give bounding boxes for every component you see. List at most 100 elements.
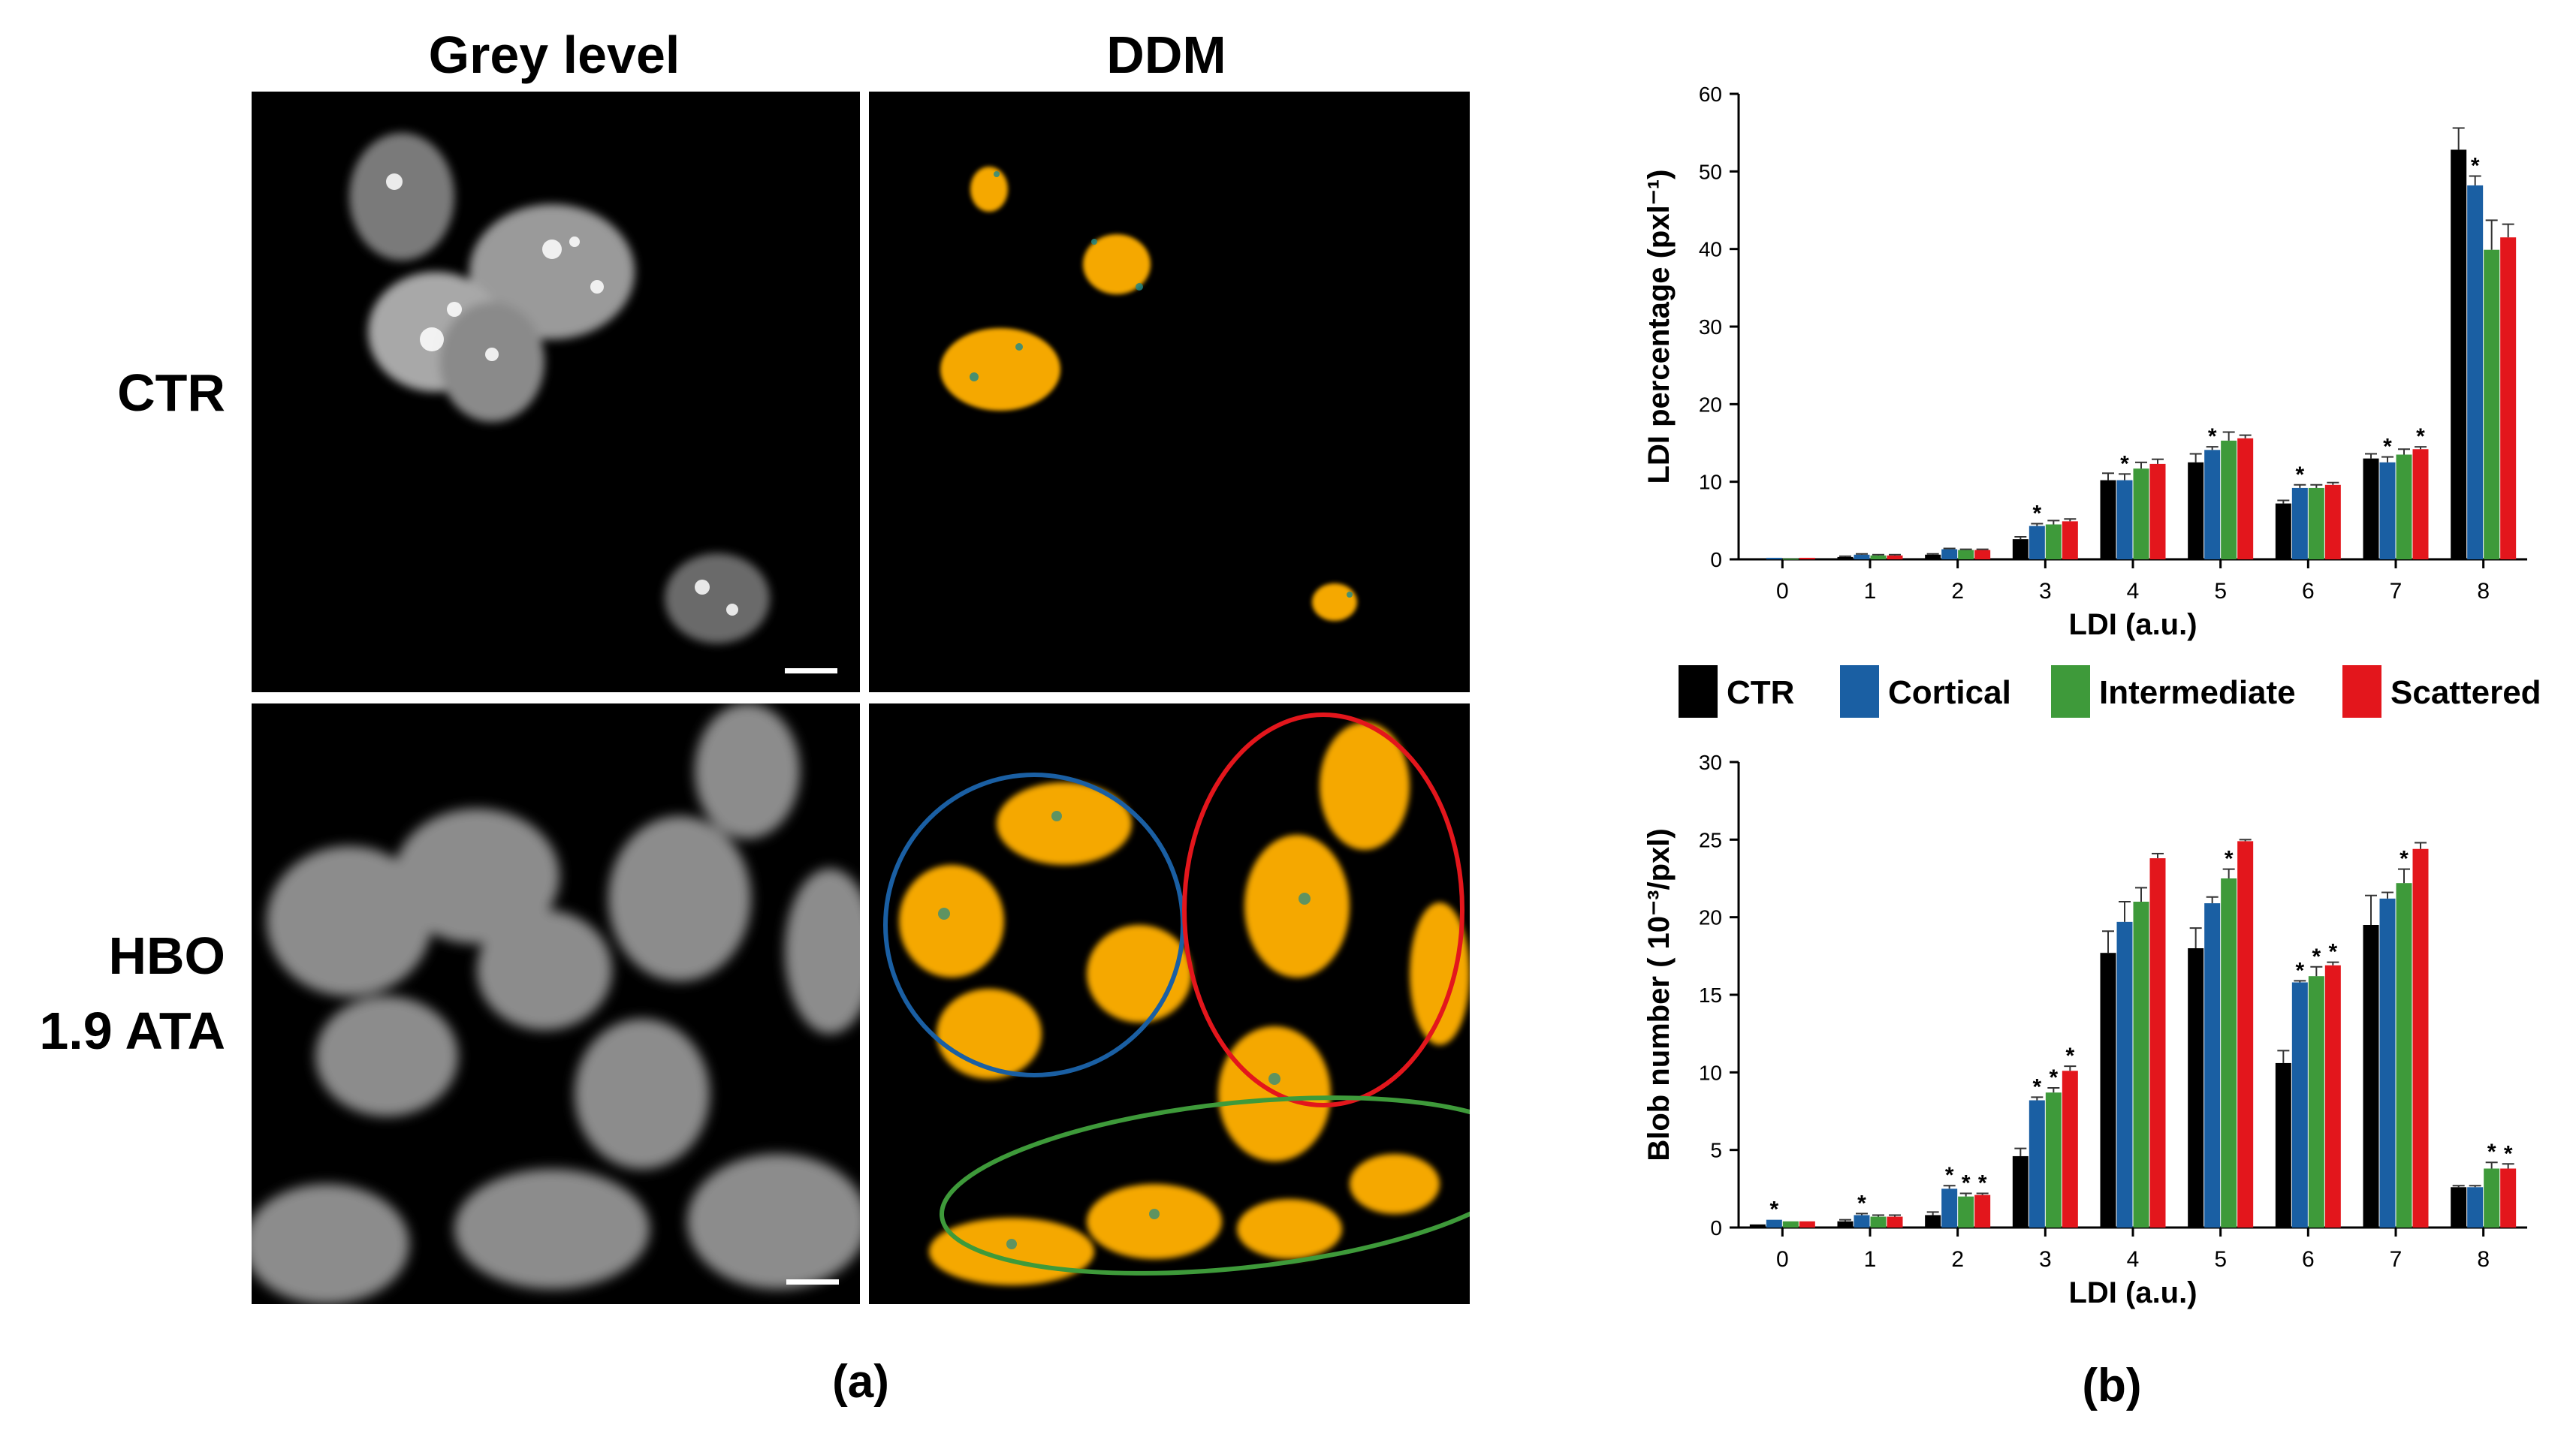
error-bar-ctr-7 (2365, 453, 2377, 459)
error-bar-intermediate-1 (1872, 553, 1884, 556)
column-title-ddm: DDM (1106, 26, 1226, 84)
significance-star: * (2065, 1044, 2074, 1068)
row-label-hbo: HBO (108, 926, 225, 985)
bar-ctr-5 (2188, 948, 2204, 1228)
error-bar-scattered-4 (2152, 852, 2164, 859)
bar-cortical-2 (1941, 1188, 1958, 1228)
bar-scattered-6 (2324, 965, 2341, 1228)
bar-cortical-8 (2467, 1187, 2484, 1228)
y-tick-label: 15 (1699, 984, 1722, 1007)
significance-star: * (1945, 1163, 1954, 1188)
y-tick-label: 10 (1699, 471, 1722, 494)
error-bar-cortical-3 (2031, 1096, 2044, 1101)
bar-intermediate-5 (2221, 440, 2237, 559)
significance-star: * (2471, 154, 2480, 179)
error-bar-intermediate-8 (2485, 219, 2498, 250)
bar-intermediate-8 (2484, 1168, 2500, 1228)
error-bar-intermediate-7 (2398, 868, 2410, 884)
error-bar-scattered-8 (2502, 1163, 2514, 1169)
bar-scattered-7 (2412, 449, 2429, 559)
scale-bar (786, 1279, 839, 1285)
significance-star: * (2400, 847, 2409, 872)
error-bar-cortical-8 (2469, 175, 2481, 185)
error-bar-intermediate-7 (2398, 448, 2410, 455)
error-bar-scattered-1 (1889, 553, 1901, 556)
x-tick-label: 6 (2302, 579, 2315, 604)
error-bar-cortical-2 (1943, 547, 1956, 550)
error-bar-scattered-2 (1976, 1192, 1989, 1195)
micrograph-grey-hbo (252, 703, 860, 1304)
significance-star: * (2049, 1065, 2058, 1090)
error-bar-ctr-2 (1926, 553, 1939, 555)
bar-scattered-4 (2149, 858, 2166, 1228)
error-bar-ctr-8 (2452, 1185, 2465, 1188)
error-bar-ctr-3 (2014, 536, 2027, 540)
error-bar-intermediate-6 (2310, 966, 2323, 977)
error-bar-ctr-7 (2365, 894, 2377, 925)
bar-cortical-1 (1854, 554, 1870, 559)
error-bar-intermediate-3 (2047, 520, 2060, 525)
bar-scattered-5 (2237, 841, 2254, 1228)
bar-scattered-1 (1887, 555, 1903, 559)
bar-cortical-5 (2204, 450, 2221, 559)
y-tick-label: 0 (1710, 548, 1722, 571)
y-tick-label: 50 (1699, 160, 1722, 183)
x-tick-label: 0 (1776, 1247, 1789, 1272)
bar-intermediate-1 (1870, 555, 1887, 559)
error-bar-scattered-5 (2239, 839, 2252, 842)
bar-scattered-2 (1974, 550, 1991, 559)
y-tick-label: 25 (1699, 828, 1722, 851)
bar-intermediate-2 (1958, 550, 1974, 559)
bar-cortical-7 (2379, 898, 2396, 1228)
error-bar-cortical-1 (1856, 1213, 1868, 1216)
error-bar-scattered-7 (2415, 446, 2427, 450)
x-tick-label: 8 (2477, 1247, 2490, 1272)
significance-star: * (1962, 1171, 1971, 1196)
x-tick-label: 5 (2214, 579, 2227, 604)
error-bar-ctr-6 (2277, 1050, 2290, 1063)
x-tick-label: 2 (1951, 1247, 1964, 1272)
bar-ctr-6 (2275, 1062, 2291, 1228)
significance-star: * (1857, 1191, 1866, 1216)
bar-ctr-1 (1837, 1221, 1854, 1228)
legend-label-cortical: Cortical (1888, 674, 2011, 711)
x-tick-label: 4 (2127, 579, 2140, 604)
legend-swatch-scattered (2342, 665, 2381, 718)
x-tick-label: 6 (2302, 1247, 2315, 1272)
error-bar-ctr-5 (2189, 453, 2202, 462)
error-bar-ctr-2 (1926, 1211, 1939, 1216)
y-tick-label: 5 (1710, 1139, 1722, 1162)
significance-star: * (1769, 1198, 1778, 1222)
bar-ctr-4 (2100, 480, 2116, 559)
error-bar-intermediate-8 (2485, 1161, 2498, 1169)
error-bar-ctr-6 (2277, 499, 2290, 504)
x-tick-label: 0 (1776, 579, 1789, 604)
bar-intermediate-3 (2045, 1092, 2062, 1228)
significance-star: * (2208, 424, 2217, 449)
error-bar-scattered-8 (2502, 223, 2514, 238)
bar-intermediate-8 (2484, 249, 2500, 559)
y-tick-label: 10 (1699, 1061, 1722, 1084)
bar-cortical-4 (2116, 921, 2133, 1228)
bar-intermediate-4 (2133, 902, 2149, 1228)
x-tick-label: 2 (1951, 579, 1964, 604)
x-tick-label: 3 (2039, 1247, 2052, 1272)
bar-cortical-8 (2467, 185, 2484, 559)
bar-scattered-0 (1799, 1221, 1815, 1228)
bar-ctr-4 (2100, 953, 2116, 1228)
error-bar-ctr-5 (2189, 927, 2202, 948)
error-bar-scattered-4 (2152, 458, 2164, 464)
error-bar-intermediate-5 (2222, 431, 2235, 441)
significance-star: * (2328, 940, 2337, 965)
bar-ctr-1 (1837, 556, 1854, 559)
bar-ctr-8 (2451, 149, 2467, 559)
bar-scattered-4 (2149, 463, 2166, 559)
chart-blob-number: 0 5 10 15 20 25 30 0 1 2 3 4 5 6 7 8 * * * * * * * * * * * * * * * LDI … (1642, 751, 2527, 1309)
error-bar-cortical-6 (2294, 980, 2306, 983)
y-tick-label: 40 (1699, 238, 1722, 261)
bar-intermediate-1 (1870, 1216, 1887, 1228)
x-tick-label: 7 (2390, 579, 2403, 604)
error-bar-cortical-2 (1943, 1185, 1956, 1189)
error-bar-scattered-6 (2327, 961, 2339, 966)
bar-intermediate-2 (1958, 1196, 1974, 1228)
